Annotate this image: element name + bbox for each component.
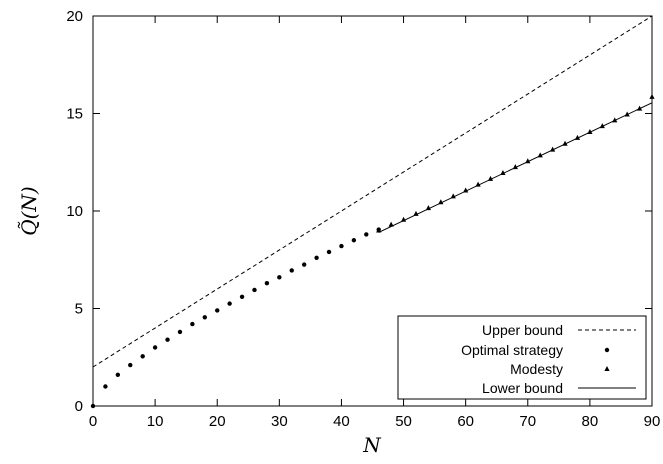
data-point [90,403,96,409]
data-point [140,354,145,359]
data-point [339,243,344,249]
legend-swatch [604,366,610,371]
data-point [376,227,382,233]
y-tick-label: 0 [75,398,83,415]
legend-label: Upper bound [482,322,563,338]
x-tick-label: 90 [644,413,661,430]
x-tick-label: 0 [89,413,97,430]
x-tick-label: 70 [519,413,536,430]
data-point [326,249,332,255]
data-point [239,294,245,299]
data-point [202,315,207,320]
data-point [103,384,108,389]
legend-label: Lower bound [482,380,563,396]
y-tick-label: 20 [66,8,83,25]
legend-box [397,315,647,400]
series-2 [376,93,655,233]
data-point [450,193,456,199]
data-point [215,308,220,313]
x-tick-label: 40 [333,413,350,430]
data-point [649,93,655,99]
legend-label: Modesty [510,361,563,377]
series-line [378,102,653,233]
data-point [277,275,282,280]
legend: Upper bound Optimal strategy Modesty Lower … [397,315,647,400]
data-point [438,199,444,205]
axis-ticks: 0 10 20 30 40 50 60 70 80 90 0 5 10 15 20 [66,8,660,430]
data-point [190,321,195,327]
series-layer [90,15,655,409]
x-tick-label: 50 [395,413,412,430]
x-tick-label: 60 [457,413,474,430]
x-tick-label: 20 [209,413,226,430]
x-tick-label: 80 [582,413,599,430]
y-tick-label: 10 [66,203,83,220]
data-point [227,301,232,306]
x-tick-label: 10 [147,413,164,430]
data-point [289,268,294,273]
data-point [115,372,121,377]
legend-swatch [604,347,610,353]
data-point [165,337,170,342]
series-0 [92,15,653,368]
data-point [252,287,257,293]
data-point [152,345,158,350]
data-point [177,329,183,335]
y-tick-label: 5 [75,301,83,318]
x-tick-label: 30 [271,413,288,430]
series-line [92,15,653,368]
data-point [425,205,431,211]
y-axis-label: Q̃(N) [17,186,41,236]
series-1 [90,227,381,409]
data-point [314,255,319,260]
y-tick-label: 15 [66,106,83,123]
series-3 [378,102,653,233]
data-point [351,238,357,243]
data-point [301,262,307,267]
x-axis-label: N [362,433,382,457]
legend-label: Optimal strategy [461,342,563,358]
data-point [364,232,369,237]
data-point [128,362,133,368]
data-point [264,280,270,286]
